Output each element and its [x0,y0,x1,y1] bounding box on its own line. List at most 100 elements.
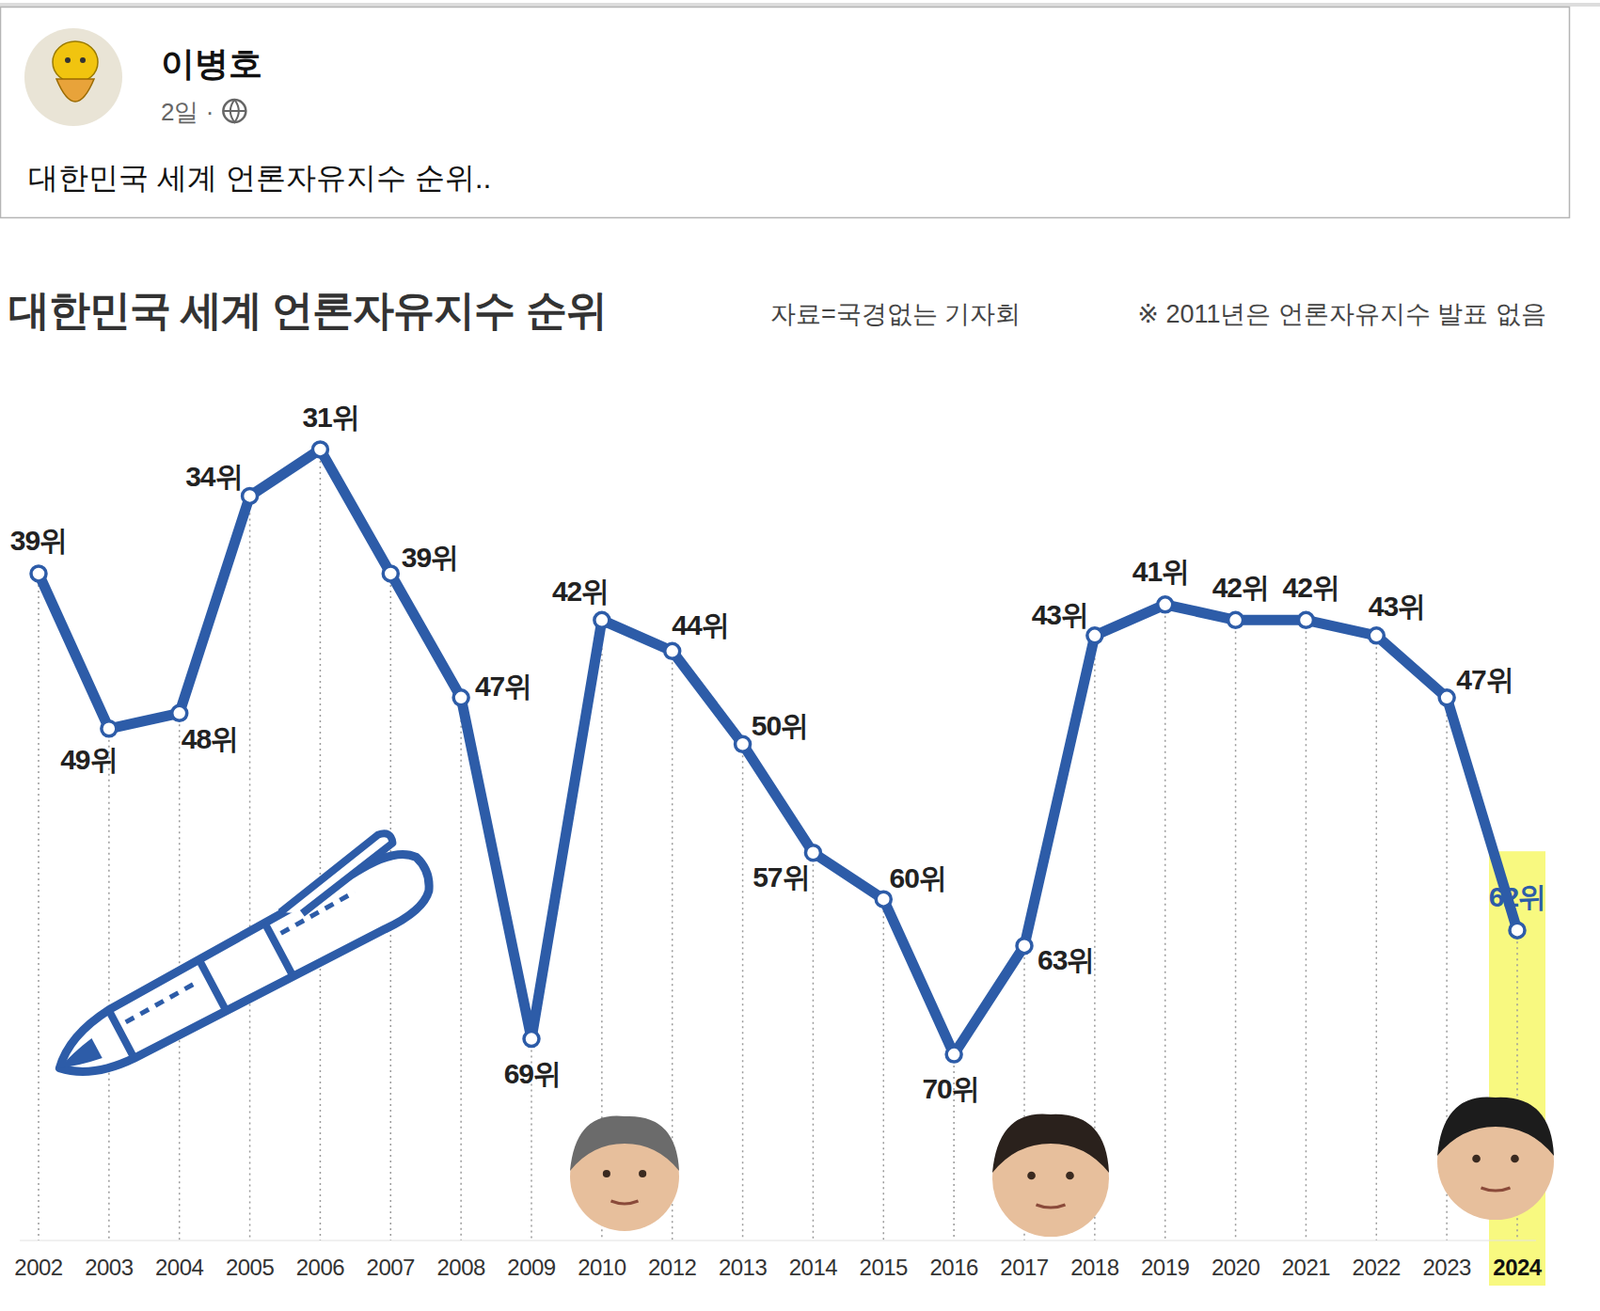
face-eye [1027,1172,1036,1181]
data-point [946,1046,962,1062]
grid-line [1305,619,1308,1241]
post-text: 대한민국 세계 언론자유지수 순위.. [28,160,492,195]
x-tick-label: 2016 [929,1254,979,1281]
x-tick-label: 2003 [84,1254,134,1281]
x-tick-label: 2002 [14,1254,64,1281]
portrait-2 [992,1113,1109,1237]
top-rule [0,2,1600,7]
grid-line [883,899,886,1241]
post-time: 2일 · [160,97,214,127]
data-point [382,566,398,582]
data-label: 57위 [752,861,809,893]
data-point [805,845,821,861]
data-point [523,1031,539,1047]
grid-line [108,728,111,1241]
x-tick-label: 2013 [718,1254,768,1281]
x-tick-label: 2006 [296,1254,346,1281]
data-point [735,736,751,752]
pen-tip [54,1038,103,1078]
face-eye [602,1170,611,1178]
data-label: 47위 [475,670,532,702]
x-tick-label: 2018 [1070,1254,1120,1281]
globe-icon [222,99,246,123]
face-hair [1437,1096,1554,1157]
data-label: 42위 [1282,571,1339,603]
data-label: 60위 [889,862,947,894]
face-eye [1510,1155,1520,1164]
data-point [312,442,328,458]
data-label: 48위 [181,723,238,755]
data-label: 49위 [60,744,117,776]
data-point [31,566,47,582]
grid-line [1376,635,1379,1241]
face-eye [638,1170,647,1178]
pen-marks [122,891,359,1023]
grid-line [37,573,40,1241]
avatar-bg [24,28,123,127]
data-labels: 39위49위48위34위31위39위47위69위42위44위50위57위60위7… [10,401,1546,1105]
x-tick-label: 2024 [1492,1254,1543,1281]
x-tick-label: 2017 [999,1254,1049,1281]
avatar-body [56,79,95,102]
globe-lines [222,99,246,123]
grid-line [1235,619,1237,1241]
chart-note: ※ 2011년은 언론자유지수 발표 없음 [1137,300,1547,329]
globe-ring [222,99,246,123]
grid-line [742,744,745,1241]
chart-source: 자료=국경없는 기자회 [770,300,1021,329]
x-tick-label: 2020 [1211,1254,1261,1281]
grid-line [1164,604,1167,1241]
data-line [38,449,1518,1055]
x-tick-label: 2022 [1352,1254,1402,1281]
pen-drawing [32,823,442,1095]
x-tick-label: 2023 [1422,1254,1472,1281]
page: 이병호2일 ·대한민국 세계 언론자유지수 순위..대한민국 세계 언론자유지수… [0,0,1600,1311]
data-label: 43위 [1368,590,1426,622]
portrait-1 [570,1116,680,1232]
x-tick-label: 2021 [1282,1254,1331,1281]
pen-bands [107,923,294,1062]
data-label: 39위 [10,524,67,556]
face-eye [1065,1172,1075,1181]
post-box [0,7,1570,219]
post-author: 이병호 [160,44,263,83]
data-point [101,721,117,737]
data-label: 42위 [1212,571,1269,603]
data-label: 44위 [671,609,729,641]
plot-area [31,442,1525,1062]
data-point [875,891,891,907]
grid-line [319,449,322,1241]
data-label: 31위 [301,401,359,433]
face-mouth [1481,1188,1511,1191]
data-label: 47위 [1456,664,1513,696]
data-label: 69위 [504,1058,561,1090]
data-point [1157,597,1173,613]
data-point [1509,922,1525,938]
data-point [1228,612,1244,628]
data-point [1016,938,1032,954]
data-point [172,705,188,721]
avatar-head [52,41,98,83]
data-point [1087,628,1103,644]
x-tick-label: 2014 [789,1254,839,1281]
data-point [1298,612,1314,628]
x-tick-label: 2019 [1140,1254,1190,1281]
data-point [1439,690,1455,706]
avatar-eye [79,57,86,64]
data-label: 34위 [185,460,242,492]
face-eye [1472,1155,1481,1164]
face-hair [992,1113,1109,1173]
data-label: 70위 [921,1073,979,1105]
data-point [1368,628,1384,644]
data-label: 41위 [1132,555,1189,587]
data-label: 42위 [552,575,609,607]
x-tick-label: 2008 [436,1254,486,1281]
x-tick-label: 2012 [648,1254,698,1281]
grid-line [459,697,462,1241]
grid-line [812,853,815,1241]
x-tick-label: 2005 [225,1254,275,1281]
avatar [24,28,123,127]
data-point [594,612,610,628]
pen-clip [269,830,404,923]
x-tick-label: 2009 [506,1254,556,1281]
